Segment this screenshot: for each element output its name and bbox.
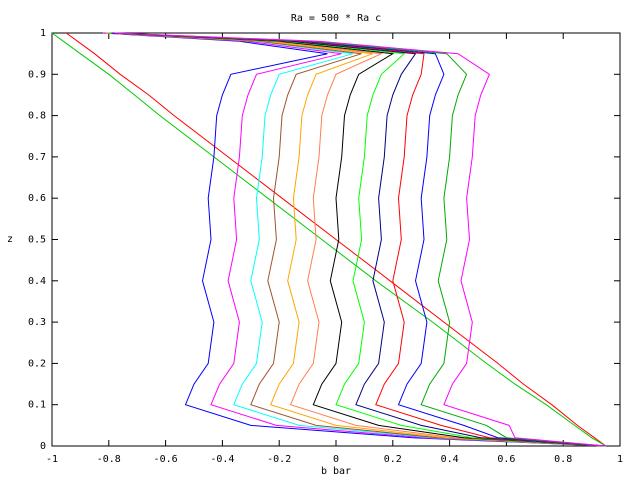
profile-line — [111, 32, 606, 447]
profile-line — [108, 32, 606, 447]
x-tick-label: -0.2 — [267, 454, 291, 465]
y-tick-label: 0.1 — [28, 400, 46, 411]
x-tick-label: 0.8 — [554, 454, 572, 465]
x-tick-label: -1 — [46, 454, 58, 465]
profile-line — [65, 32, 607, 447]
profile-line — [103, 32, 606, 447]
y-tick-label: 0.9 — [28, 69, 46, 80]
y-tick-label: 1 — [40, 28, 46, 39]
profile-line — [111, 32, 606, 447]
profile-line — [51, 32, 607, 447]
profile-line — [103, 32, 606, 447]
profile-line — [105, 32, 606, 447]
y-tick-label: 0.2 — [28, 358, 46, 369]
y-tick-label: 0.6 — [28, 193, 46, 204]
y-tick-label: 0.7 — [28, 152, 46, 163]
y-tick-label: 0.4 — [28, 276, 46, 287]
profile-line — [108, 32, 606, 447]
x-axis-label: b bar — [321, 466, 351, 477]
x-tick-label: 0.4 — [441, 454, 459, 465]
chart-title: Ra = 500 * Ra c — [291, 13, 381, 24]
y-tick-label: 0.3 — [28, 317, 46, 328]
profile-line — [105, 32, 606, 447]
profile-line — [111, 32, 606, 447]
profile-line — [108, 32, 606, 447]
y-axis-label: z — [7, 234, 13, 245]
x-tick-label: -0.6 — [154, 454, 178, 465]
profile-line — [114, 32, 606, 447]
y-tick-label: 0 — [40, 441, 46, 452]
y-tick-label: 0.8 — [28, 111, 46, 122]
profile-line — [105, 32, 606, 447]
profile-line — [114, 32, 606, 447]
x-tick-label: 0 — [333, 454, 339, 465]
x-tick-label: 0.2 — [384, 454, 402, 465]
y-tick-label: 0.5 — [28, 235, 46, 246]
x-tick-label: -0.8 — [97, 454, 121, 465]
x-tick-label: 0.6 — [497, 454, 515, 465]
x-tick-label: 1 — [617, 454, 623, 465]
x-tick-label: -0.4 — [210, 454, 234, 465]
